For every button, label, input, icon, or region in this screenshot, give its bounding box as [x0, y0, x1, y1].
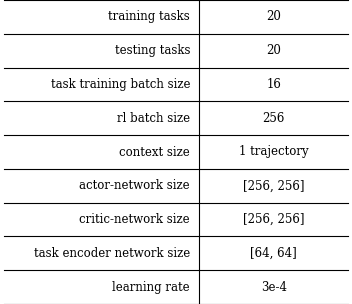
- Text: 3e-4: 3e-4: [261, 281, 287, 294]
- Text: actor-network size: actor-network size: [80, 179, 190, 192]
- Text: [256, 256]: [256, 256]: [243, 179, 304, 192]
- Text: critic-network size: critic-network size: [80, 213, 190, 226]
- Text: task encoder network size: task encoder network size: [34, 247, 190, 260]
- Text: learning rate: learning rate: [112, 281, 190, 294]
- Text: 20: 20: [266, 10, 281, 23]
- Text: testing tasks: testing tasks: [115, 44, 190, 57]
- Text: context size: context size: [119, 146, 190, 158]
- Text: task training batch size: task training batch size: [51, 78, 190, 91]
- Text: 20: 20: [266, 44, 281, 57]
- Text: 16: 16: [266, 78, 281, 91]
- Text: rl batch size: rl batch size: [117, 112, 190, 125]
- Text: [64, 64]: [64, 64]: [250, 247, 297, 260]
- Text: training tasks: training tasks: [108, 10, 190, 23]
- Text: [256, 256]: [256, 256]: [243, 213, 304, 226]
- Text: 1 trajectory: 1 trajectory: [239, 146, 308, 158]
- Text: 256: 256: [263, 112, 285, 125]
